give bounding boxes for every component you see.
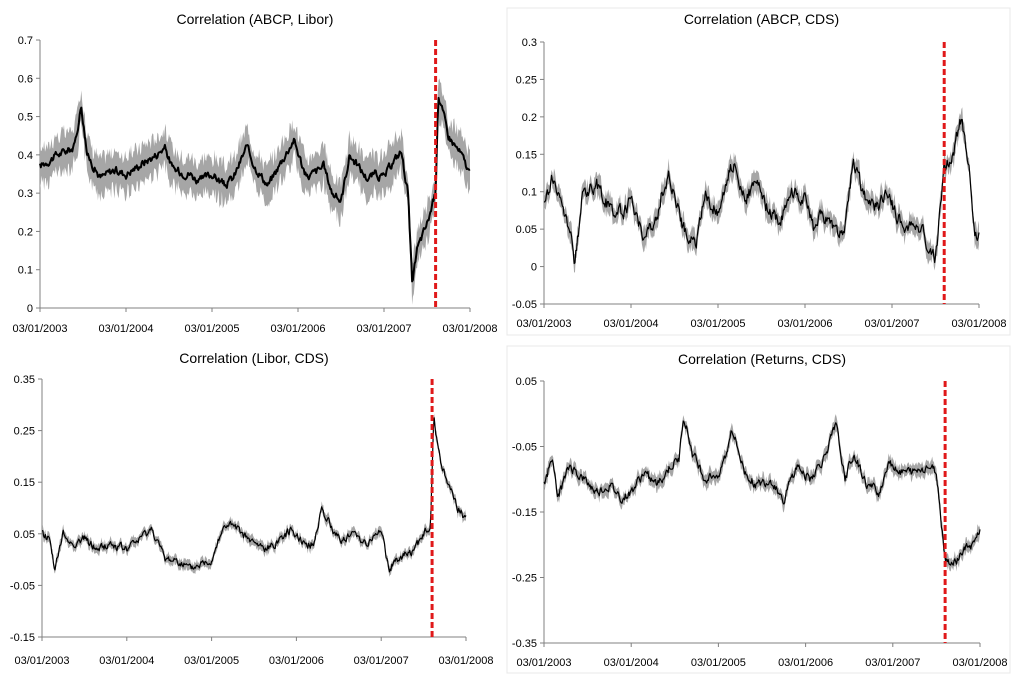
x-tick-label: 03/01/2005	[690, 318, 745, 330]
y-tick-label: 0.5	[18, 112, 33, 124]
y-tick-label: 0.15	[516, 149, 537, 161]
y-tick-label: -0.25	[512, 573, 537, 585]
y-tick-label: 0.05	[14, 529, 35, 541]
y-tick-label: 0.05	[516, 224, 537, 236]
x-tick-label: 03/01/2003	[12, 323, 67, 335]
confidence-band	[42, 413, 466, 577]
x-tick-label: 03/01/2006	[269, 655, 324, 667]
x-tick-label: 03/01/2007	[356, 323, 411, 335]
x-tick-label: 03/01/2007	[354, 655, 409, 667]
chart-libor-cds: Correlation (Libor, CDS) -0.15 -0.05 0.05 0.…	[10, 350, 494, 667]
y-tick-label: 0.35	[14, 374, 35, 386]
x-tick-label: 03/01/2003	[516, 657, 571, 669]
y-tick-label: 0.6	[18, 73, 33, 85]
x-tick-label: 03/01/2006	[777, 318, 832, 330]
y-tick-label: 0.25	[516, 74, 537, 86]
y-tick-label: 0.1	[522, 187, 537, 199]
confidence-band	[544, 414, 980, 572]
y-tick-label: 0.4	[18, 150, 33, 162]
x-tick-label: 03/01/2006	[270, 323, 325, 335]
y-tick-label: -0.15	[10, 632, 35, 644]
y-tick-label: -0.35	[512, 638, 537, 650]
y-tick-label: -0.05	[10, 580, 35, 592]
chart-abcp-cds: Correlation (ABCP, CDS) -0.05 0 0.05 0.1 0.15…	[506, 7, 1011, 336]
y-tick-label: -0.05	[512, 442, 537, 454]
x-tick-label: 03/01/2006	[778, 657, 833, 669]
x-tick-label: 03/01/2007	[864, 318, 919, 330]
x-tick-label: 03/01/2004	[98, 323, 153, 335]
y-tick-label: 0.25	[14, 426, 35, 438]
y-tick-label: 0.1	[18, 265, 33, 277]
chart-frame	[506, 7, 1011, 336]
correlation-line	[543, 118, 980, 265]
chart-abcp-libor: Correlation (ABCP, Libor) 0 0.1 0.2 0.3 0.4 0.…	[12, 11, 497, 335]
correlation-line	[543, 420, 981, 566]
chart-title: Correlation (Libor, CDS)	[179, 350, 328, 366]
correlation-line	[39, 96, 471, 283]
chart-panel-libor-cds: Correlation (Libor, CDS) -0.15 -0.05 0.05 0.…	[0, 338, 505, 675]
x-tick-label: 03/01/2005	[691, 657, 746, 669]
y-tick-label: 0	[27, 303, 33, 315]
chart-title: Correlation (Returns, CDS)	[678, 351, 846, 367]
x-tick-label: 03/01/2005	[184, 323, 239, 335]
y-tick-label: 0.2	[522, 112, 537, 124]
x-tick-label: 03/01/2004	[603, 318, 658, 330]
x-tick-label: 03/01/2004	[604, 657, 659, 669]
chart-panel-returns-cds: Correlation (Returns, CDS) -0.35 -0.25 -0.1…	[506, 338, 1011, 675]
chart-returns-cds: Correlation (Returns, CDS) -0.35 -0.25 -0.1…	[506, 345, 1011, 674]
y-tick-label: 0	[531, 262, 537, 274]
chart-frame	[506, 345, 1011, 674]
x-tick-label: 03/01/2003	[14, 655, 69, 667]
x-tick-label: 03/01/2003	[516, 318, 571, 330]
y-tick-label: 0.15	[14, 477, 35, 489]
chart-panel-abcp-cds: Correlation (ABCP, CDS) -0.05 0 0.05 0.1 0.15…	[506, 0, 1011, 337]
correlation-line	[42, 417, 467, 573]
x-tick-label: 03/01/2007	[865, 657, 920, 669]
y-tick-label: 0.2	[18, 226, 33, 238]
confidence-band	[544, 107, 979, 273]
y-tick-label: -0.15	[512, 507, 537, 519]
y-tick-label: 0.05	[516, 376, 537, 388]
chart-title: Correlation (ABCP, Libor)	[177, 11, 334, 27]
y-tick-label: 0.7	[18, 35, 33, 47]
y-tick-label: -0.05	[512, 299, 537, 311]
x-tick-label: 03/01/2008	[438, 655, 493, 667]
confidence-band	[40, 78, 470, 305]
x-tick-label: 03/01/2004	[99, 655, 154, 667]
x-tick-label: 03/01/2005	[184, 655, 239, 667]
x-tick-label: 03/01/2008	[951, 318, 1006, 330]
chart-panel-abcp-libor: Correlation (ABCP, Libor) 0 0.1 0.2 0.3 0.4 0.…	[0, 0, 505, 337]
x-tick-label: 03/01/2008	[442, 323, 497, 335]
y-tick-label: 0.3	[522, 37, 537, 49]
chart-title: Correlation (ABCP, CDS)	[684, 11, 839, 27]
x-tick-label: 03/01/2008	[952, 657, 1007, 669]
y-tick-label: 0.3	[18, 188, 33, 200]
